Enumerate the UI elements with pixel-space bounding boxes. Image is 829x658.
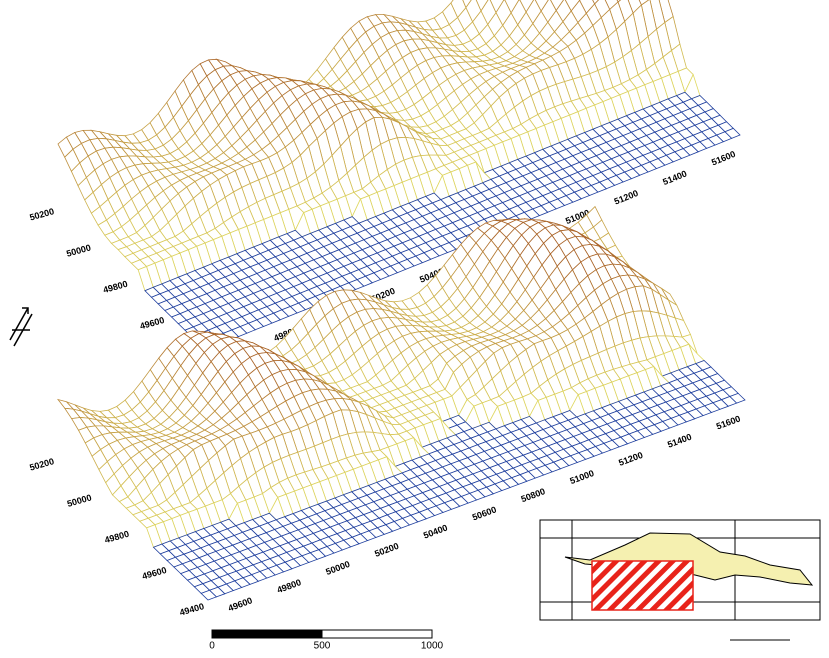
x-tick-label: 50600 [471,504,498,522]
scale-label: 0 [209,641,215,652]
x-tick-label: 51600 [710,149,737,168]
y-tick-label: 49800 [103,529,130,546]
y-tick-label: 49400 [178,601,205,618]
x-tick-label: 51000 [568,468,595,486]
x-tick-label: 50000 [324,559,351,577]
x-tick-label: 50800 [520,486,547,504]
x-tick-label: 49600 [227,595,254,613]
x-tick-label: 50200 [373,541,400,559]
figure: 0 500 1000 49600 49800 50000 50200 50400 50600 5… [0,0,829,653]
y-tick-label: 49600 [141,565,168,582]
y-tick-label: 50000 [65,243,92,259]
y-tick-label: 50200 [28,456,55,473]
y-tick-label: 50200 [28,206,55,222]
x-tick-label: 50400 [422,523,449,541]
scale-label: 500 [314,641,331,652]
y-tick-label: 49800 [102,279,129,295]
x-tick-label: 49800 [276,577,303,595]
scale-label: 1000 [421,641,444,652]
north-arrow [10,308,32,346]
y-tick-label: 49600 [139,315,166,331]
x-tick-label: 51400 [661,168,688,187]
x-tick-label: 51400 [666,432,693,450]
x-tick-label: 51200 [617,450,644,468]
location-inset [540,520,820,640]
x-tick-label: 51600 [715,413,742,431]
y-tick-label: 50000 [66,492,93,509]
scale-bar: 0 500 1000 [209,630,443,652]
x-tick-label: 51200 [613,188,640,207]
